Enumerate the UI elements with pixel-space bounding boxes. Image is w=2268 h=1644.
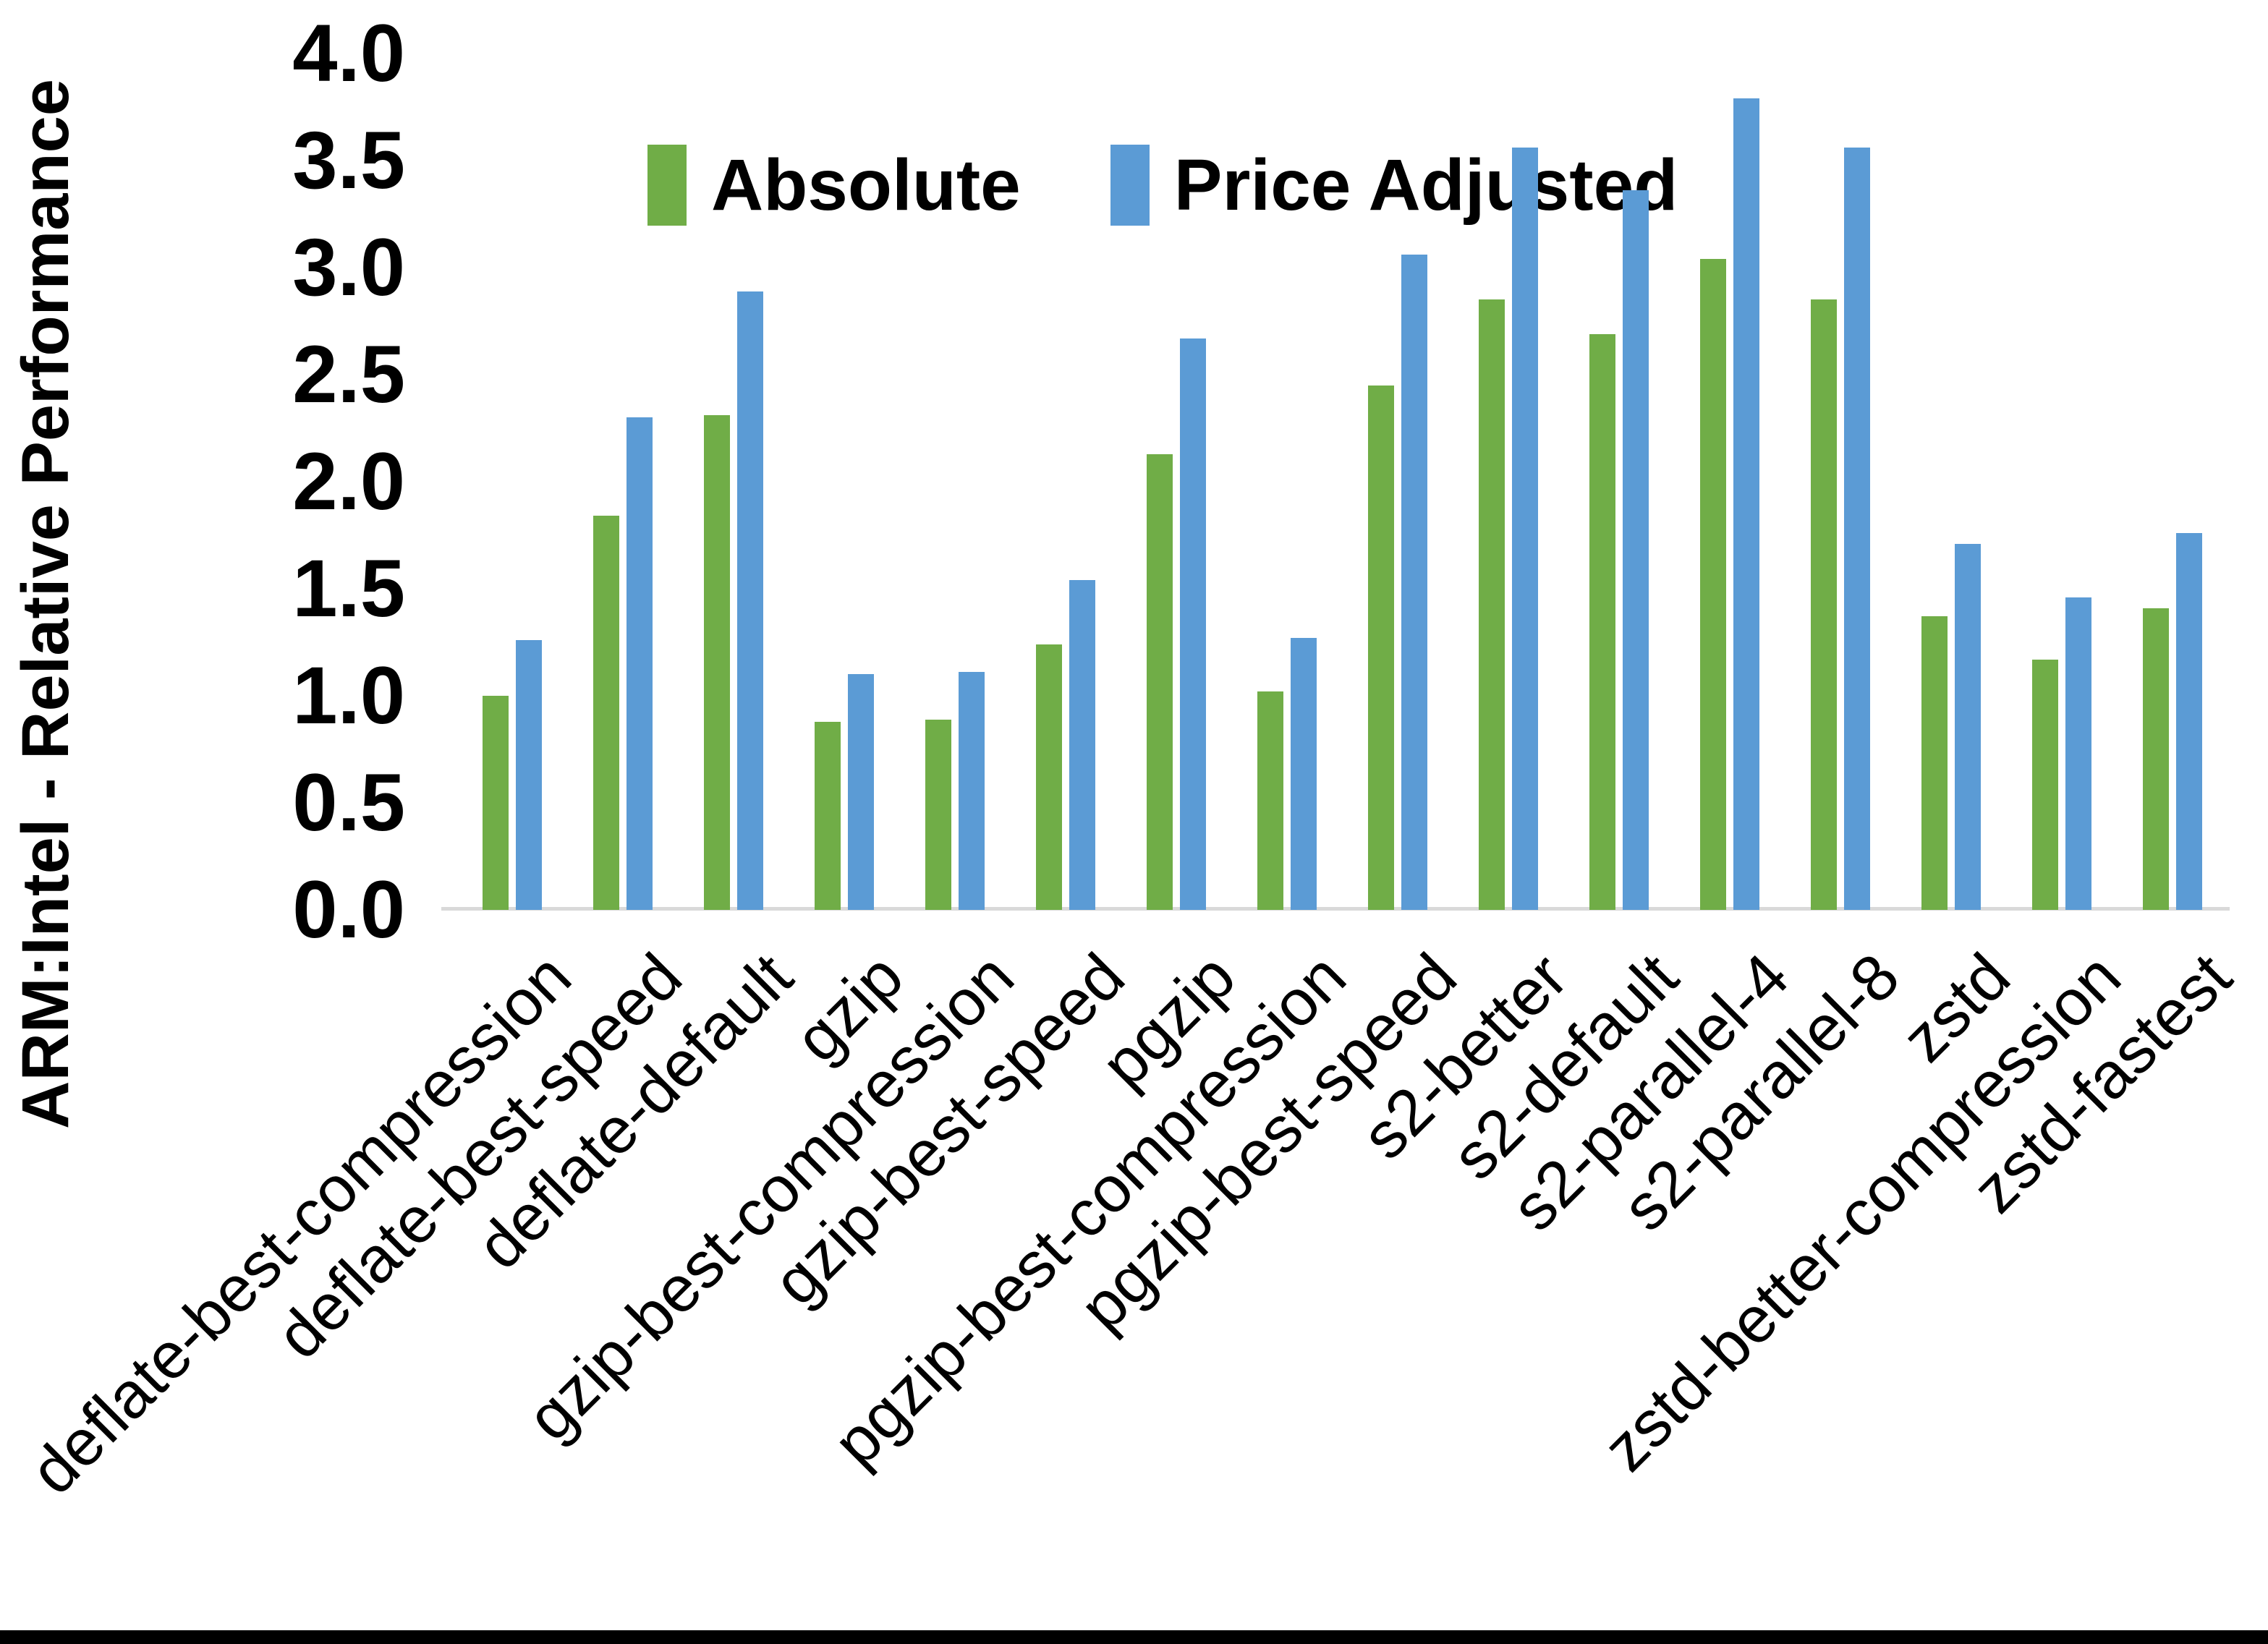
y-axis-title: ARM:Intel - Relative Performance <box>9 79 82 1129</box>
y-tick-label: 4.0 <box>292 8 405 98</box>
y-tick-label: 3.5 <box>292 115 405 205</box>
bar-absolute <box>1479 299 1505 910</box>
bar-price-adjusted <box>1401 255 1427 910</box>
bar-price-adjusted <box>1733 98 1759 910</box>
bar-price-adjusted <box>1180 338 1206 910</box>
bar-absolute <box>1589 334 1615 910</box>
bar-price-adjusted <box>1844 148 1870 910</box>
y-tick-label: 2.5 <box>292 329 405 419</box>
bar-absolute <box>815 722 841 910</box>
bar-price-adjusted <box>516 640 542 910</box>
y-tick-label: 3.0 <box>292 222 405 312</box>
y-tick-label: 2.0 <box>292 436 405 527</box>
bar-price-adjusted <box>2176 533 2202 910</box>
bar-absolute <box>925 720 951 910</box>
bar-absolute <box>1036 644 1062 910</box>
bar-price-adjusted <box>959 672 985 910</box>
bar-price-adjusted <box>1955 544 1981 910</box>
x-axis-line <box>441 907 2230 911</box>
y-tick-label: 1.5 <box>292 543 405 634</box>
legend-swatch-price-adjusted <box>1110 145 1150 226</box>
legend-label-price-adjusted: Price Adjusted <box>1173 145 1678 226</box>
y-tick-label: 0.0 <box>292 864 405 955</box>
bar-absolute <box>2143 608 2169 910</box>
y-tick-label: 1.0 <box>292 650 405 741</box>
bar-absolute <box>1700 259 1726 910</box>
bar-absolute <box>1921 616 1948 910</box>
bar-price-adjusted <box>1623 190 1649 910</box>
legend-label-absolute: Absolute <box>711 145 1021 226</box>
bar-absolute <box>1811 299 1837 910</box>
bar-absolute <box>1257 691 1283 910</box>
bar-price-adjusted <box>627 417 653 910</box>
bar-price-adjusted <box>1512 148 1538 910</box>
chart-legend: Absolute Price Adjusted <box>647 142 1678 229</box>
bar-absolute <box>2032 660 2058 910</box>
bar-price-adjusted <box>848 674 874 910</box>
legend-swatch-absolute <box>647 145 687 226</box>
bar-absolute <box>483 696 509 910</box>
bar-absolute <box>1147 454 1173 910</box>
bar-absolute <box>704 415 730 910</box>
bar-price-adjusted <box>1291 638 1317 910</box>
bar-price-adjusted <box>1069 580 1095 910</box>
bottom-border <box>0 1630 2268 1644</box>
bar-absolute <box>593 516 619 910</box>
bar-absolute <box>1368 386 1394 910</box>
y-tick-label: 0.5 <box>292 757 405 848</box>
bar-price-adjusted <box>737 291 763 910</box>
bar-price-adjusted <box>2065 597 2091 910</box>
